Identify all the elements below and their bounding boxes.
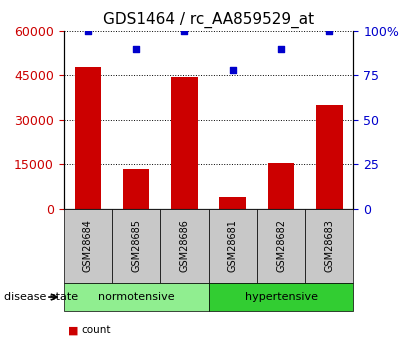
- Point: [229, 67, 236, 73]
- Text: GSM28684: GSM28684: [83, 219, 93, 272]
- Text: GSM28683: GSM28683: [324, 219, 334, 272]
- Bar: [171, 77, 198, 209]
- Bar: [219, 197, 246, 209]
- Point: [326, 28, 332, 34]
- Text: GSM28685: GSM28685: [131, 219, 141, 272]
- Point: [278, 46, 284, 51]
- Text: GSM28686: GSM28686: [180, 219, 189, 272]
- Bar: [123, 169, 150, 209]
- Bar: [268, 163, 294, 209]
- Text: hypertensive: hypertensive: [245, 292, 318, 302]
- Text: GSM28681: GSM28681: [228, 219, 238, 272]
- Text: normotensive: normotensive: [98, 292, 174, 302]
- Point: [181, 28, 188, 34]
- Bar: [74, 67, 101, 209]
- Text: disease state: disease state: [4, 292, 78, 302]
- Bar: [316, 105, 343, 209]
- Title: GDS1464 / rc_AA859529_at: GDS1464 / rc_AA859529_at: [103, 12, 314, 28]
- Text: count: count: [81, 325, 111, 335]
- Text: GSM28682: GSM28682: [276, 219, 286, 272]
- Point: [133, 46, 139, 51]
- Point: [85, 28, 91, 34]
- Text: ■: ■: [68, 325, 79, 335]
